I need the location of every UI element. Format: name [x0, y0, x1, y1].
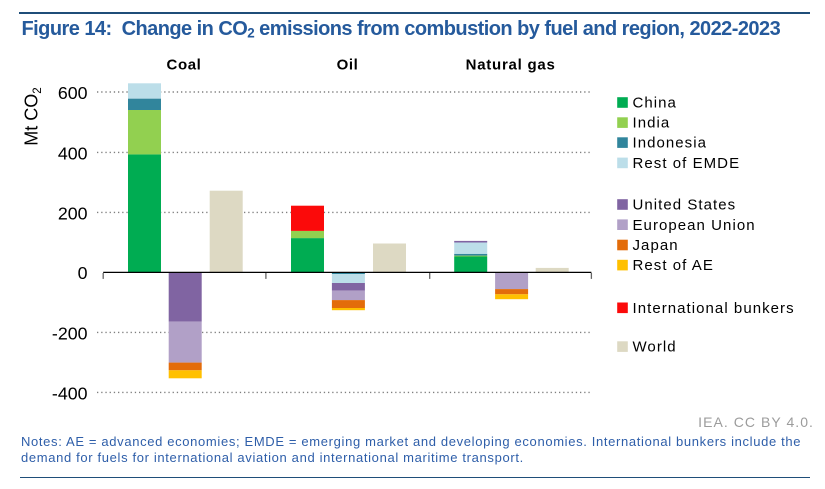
svg-text:Rest of EMDE: Rest of EMDE — [633, 155, 741, 172]
svg-text:Mt CO2: Mt CO2 — [22, 87, 45, 145]
svg-text:400: 400 — [58, 143, 88, 163]
svg-text:600: 600 — [58, 83, 88, 103]
svg-text:Oil: Oil — [337, 57, 359, 74]
svg-text:International bunkers: International bunkers — [633, 300, 795, 317]
svg-text:Rest of AE: Rest of AE — [633, 257, 714, 274]
svg-text:United States: United States — [633, 197, 737, 214]
svg-text:-400: -400 — [52, 383, 88, 403]
svg-text:Indonesia: Indonesia — [633, 135, 708, 152]
svg-text:Japan: Japan — [633, 237, 679, 254]
svg-text:European Union: European Union — [633, 217, 756, 234]
svg-text:Natural gas: Natural gas — [466, 57, 556, 74]
svg-text:World: World — [633, 339, 677, 356]
svg-text:-200: -200 — [52, 323, 88, 343]
svg-text:India: India — [633, 115, 671, 132]
svg-text:200: 200 — [58, 203, 88, 223]
svg-text:China: China — [633, 95, 677, 112]
svg-text:0: 0 — [78, 263, 88, 283]
svg-text:Coal: Coal — [167, 57, 202, 74]
